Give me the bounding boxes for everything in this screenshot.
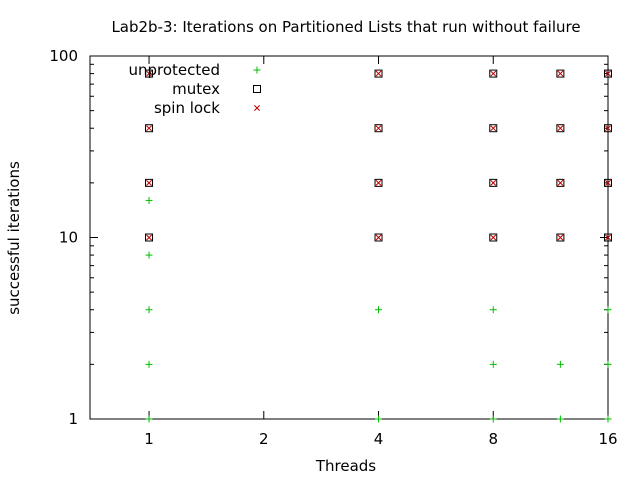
point-unprotected [375, 306, 383, 314]
legend-label-unprotected: unprotected [128, 61, 220, 79]
x-tick-label: 4 [374, 430, 384, 448]
point-spin-lock [557, 179, 564, 186]
point-mutex [489, 233, 498, 242]
x-tick-label: 2 [259, 430, 269, 448]
point-unprotected [489, 306, 497, 314]
point-spin-lock [605, 179, 611, 186]
point-spin-lock [146, 234, 152, 241]
point-mutex [604, 69, 612, 78]
point-spin-lock [490, 125, 497, 132]
point-spin-lock [375, 125, 382, 132]
point-unprotected [489, 360, 497, 368]
point-spin-lock [605, 234, 611, 241]
point-mutex [556, 178, 565, 187]
legend-label-mutex: mutex [172, 80, 220, 98]
point-spin-lock [375, 179, 382, 186]
point-mutex [604, 233, 612, 242]
point-spin-lock [557, 125, 564, 132]
point-spin-lock [605, 70, 611, 77]
point-spin-lock [490, 70, 497, 77]
y-tick-label: 10 [59, 229, 78, 247]
point-unprotected [145, 196, 153, 204]
point-mutex [556, 233, 565, 242]
point-mutex [374, 178, 383, 187]
point-mutex [489, 124, 498, 133]
x-tick-label: 8 [488, 430, 498, 448]
point-spin-lock [557, 70, 564, 77]
point-spin-lock [375, 234, 382, 241]
point-mutex [374, 124, 383, 133]
point-unprotected [145, 360, 153, 368]
point-mutex [556, 124, 565, 133]
point-unprotected [556, 415, 564, 423]
point-mutex [145, 69, 154, 78]
legend-marker-unprotected [253, 66, 261, 74]
point-unprotected [604, 306, 612, 314]
point-spin-lock [605, 125, 611, 132]
point-spin-lock [490, 234, 497, 241]
point-mutex [604, 178, 612, 187]
point-unprotected [604, 360, 612, 368]
point-unprotected [489, 415, 497, 423]
point-unprotected [375, 415, 383, 423]
y-axis-label: successful iterations [5, 161, 23, 315]
chart-title: Lab2b-3: Iterations on Partitioned Lists… [111, 18, 580, 36]
point-unprotected [145, 306, 153, 314]
point-mutex [489, 178, 498, 187]
y-tick-label: 1 [68, 410, 78, 428]
point-unprotected [145, 251, 153, 259]
legend-marker-spin-lock [254, 105, 260, 111]
point-spin-lock [557, 234, 564, 241]
point-unprotected [145, 415, 153, 423]
legend-marker-mutex [253, 85, 261, 93]
point-mutex [489, 69, 498, 78]
point-mutex [145, 233, 154, 242]
point-mutex [145, 124, 154, 133]
point-spin-lock [146, 179, 152, 186]
x-axis-label: Threads [315, 457, 376, 475]
data-points [145, 69, 612, 423]
point-mutex [374, 69, 383, 78]
point-unprotected [556, 360, 564, 368]
x-tick-label: 16 [598, 430, 617, 448]
point-unprotected [604, 415, 612, 423]
point-spin-lock [375, 70, 382, 77]
point-spin-lock [146, 125, 152, 132]
point-mutex [145, 178, 154, 187]
axis-tick-labels: 1 2 4 8 16 1 10 100 [49, 47, 617, 448]
x-tick-label: 1 [144, 430, 154, 448]
point-spin-lock [146, 70, 152, 77]
legend-label-spin-lock: spin lock [154, 99, 220, 117]
y-tick-label: 100 [49, 47, 78, 65]
point-mutex [374, 233, 383, 242]
point-mutex [604, 124, 612, 133]
point-spin-lock [490, 179, 497, 186]
point-mutex [556, 69, 565, 78]
